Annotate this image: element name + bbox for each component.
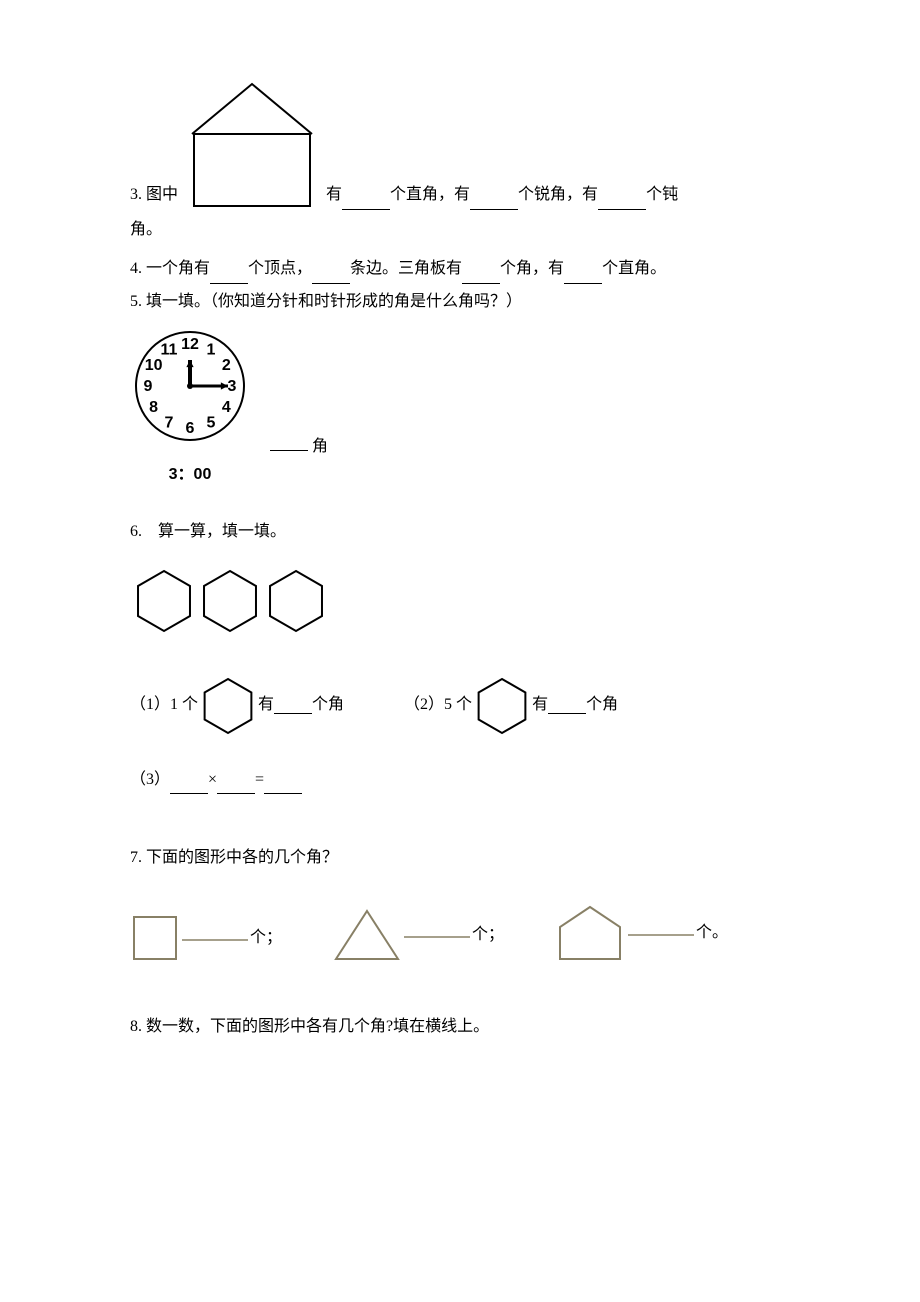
q7-unit1: 个； — [250, 924, 282, 953]
q6-sub3: （3） × = — [130, 766, 790, 795]
q3-blank-right[interactable] — [342, 193, 390, 210]
q3-t4: 个钝 — [646, 181, 678, 210]
q6-s1-mid: 有 — [258, 691, 274, 720]
svg-text:5: 5 — [207, 415, 216, 432]
svg-text:6: 6 — [186, 420, 195, 437]
q4-blank-edge[interactable] — [312, 267, 350, 284]
q6-blank-3b[interactable] — [217, 777, 255, 794]
q6-mult: × — [208, 766, 217, 795]
q3-tail: 角。 — [130, 216, 790, 245]
q5-clock-col: 12 12 3 45678 9 1011 3：00 — [130, 326, 250, 490]
q4-t3: 条边。三角板有 — [350, 255, 462, 284]
q3-t3: 个锐角，有 — [518, 181, 598, 210]
q7-unit2: 个； — [472, 921, 504, 950]
q5-answer: 角 — [270, 433, 328, 462]
q6-hexrow — [130, 567, 790, 646]
svg-text:3: 3 — [228, 378, 237, 395]
q6-blank-1[interactable] — [274, 697, 312, 714]
q6-blank-3c[interactable] — [264, 777, 302, 794]
q6-blank-3a[interactable] — [170, 777, 208, 794]
square-shape — [130, 913, 180, 963]
q4-blank-angle[interactable] — [462, 267, 500, 284]
q6-s1-pre: （1）1 个 — [130, 691, 198, 720]
triangle-shape — [332, 907, 402, 963]
hexagon-icon — [198, 676, 258, 736]
q7-wrap: 个； 个； 个。 — [130, 903, 790, 963]
q6-sub-row1: （1）1 个 有 个角 （2）5 个 有 个角 — [130, 676, 790, 736]
pentagon-house-shape — [554, 903, 626, 963]
svg-text:7: 7 — [165, 415, 174, 432]
house-shape — [182, 80, 322, 210]
q3-t2: 个直角，有 — [390, 181, 470, 210]
q7-item-pentagon: 个。 — [554, 903, 728, 963]
answer-line[interactable] — [180, 928, 250, 948]
q4-t2: 个顶点， — [248, 255, 312, 284]
q4-t4: 个角，有 — [500, 255, 564, 284]
svg-text:4: 4 — [222, 399, 231, 416]
q8-title: 8. 数一数，下面的图形中各有几个角?填在横线上。 — [130, 1013, 790, 1042]
hexagon-row — [130, 567, 330, 635]
q6-s2-suf: 个角 — [586, 691, 618, 720]
q3-blank-acute[interactable] — [470, 193, 518, 210]
q4-blank-vertex[interactable] — [210, 267, 248, 284]
q5-caption: 3：00 — [130, 461, 250, 490]
q6-s3-pre: （3） — [130, 766, 170, 795]
svg-text:8: 8 — [149, 399, 158, 416]
q6-blank-2[interactable] — [548, 697, 586, 714]
q3-t1: 有 — [326, 181, 342, 210]
q5-title: 5. 填一填。（你知道分针和时针形成的角是什么角吗？） — [130, 288, 790, 317]
svg-text:1: 1 — [207, 342, 216, 359]
q7-unit3: 个。 — [696, 919, 728, 948]
clock-icon: 12 12 3 45678 9 1011 — [130, 326, 250, 446]
q4-row: 4. 一个角有 个顶点， 条边。三角板有 个角，有 个直角。 — [130, 255, 790, 284]
q5-wrap: 12 12 3 45678 9 1011 3：00 角 — [130, 326, 790, 490]
q6-s1-suf: 个角 — [312, 691, 344, 720]
answer-line[interactable] — [626, 923, 696, 943]
q5-suffix: 角 — [312, 438, 328, 455]
svg-text:2: 2 — [222, 357, 231, 374]
q7-item-square: 个； — [130, 913, 282, 963]
q3-row: 3. 图中 有 个直角，有 个锐角，有 个钝 — [130, 80, 790, 210]
q7-title: 7. 下面的图形中各的几个角？ — [130, 844, 790, 873]
q4-blank-right[interactable] — [564, 267, 602, 284]
q6-item-1: （1）1 个 有 个角 — [130, 676, 344, 736]
q3-prefix: 3. 图中 — [130, 181, 178, 210]
q6-item-2: （2）5 个 有 个角 — [404, 676, 618, 736]
q4-t1: 4. 一个角有 — [130, 255, 210, 284]
q7-item-triangle: 个； — [332, 907, 504, 963]
svg-text:11: 11 — [161, 342, 178, 359]
q6-eq: = — [255, 766, 264, 795]
q6-title: 6. 算一算，填一填。 — [130, 518, 790, 547]
svg-text:12: 12 — [181, 336, 199, 353]
answer-line[interactable] — [402, 925, 472, 945]
svg-text:9: 9 — [144, 378, 153, 395]
q6-s2-mid: 有 — [532, 691, 548, 720]
svg-text:10: 10 — [145, 357, 163, 374]
q4-t5: 个直角。 — [602, 255, 666, 284]
q6-s2-pre: （2）5 个 — [404, 691, 472, 720]
q5-blank[interactable] — [270, 434, 308, 451]
q3-blank-obtuse[interactable] — [598, 193, 646, 210]
hexagon-icon — [472, 676, 532, 736]
